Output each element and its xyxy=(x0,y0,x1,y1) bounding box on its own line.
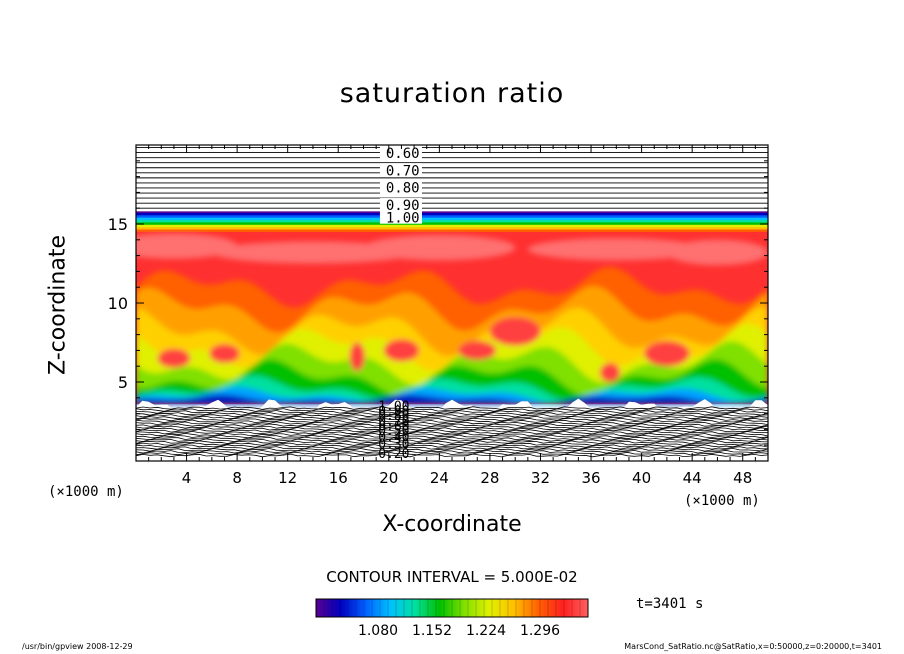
colorbar-frame xyxy=(315,598,589,618)
y-tick-label: 15 xyxy=(108,215,128,234)
x-tick-label: 16 xyxy=(329,469,348,487)
contour-label-bg xyxy=(379,145,422,159)
contour-line-lower xyxy=(136,451,768,456)
x-tick-label: 4 xyxy=(182,469,192,487)
contour-line-lower xyxy=(136,428,768,433)
contour-line-lower xyxy=(136,419,768,424)
footer-right-text: MarsCond_SatRatio.nc@SatRatio,x=0:50000,… xyxy=(624,642,882,651)
contour-line-lower xyxy=(136,421,768,426)
field-top-band xyxy=(136,222,768,226)
contour-label-upper: 0.60 xyxy=(386,146,420,162)
time-label: t=3401 s xyxy=(636,596,704,612)
contour-line-lower xyxy=(136,408,768,412)
contour-line-lower xyxy=(136,434,768,439)
contour-line-lower xyxy=(136,447,768,452)
contour-label-bg xyxy=(379,198,422,212)
colorbar-tick-label: 1.152 xyxy=(412,623,452,639)
chart-title: saturation ratio xyxy=(339,78,565,109)
field-blob xyxy=(209,344,240,364)
contour-interval-label: CONTOUR INTERVAL = 5.000E-02 xyxy=(326,568,578,586)
footer-left-text: /usr/bin/gpview 2008-12-29 xyxy=(22,642,133,651)
field-blob xyxy=(644,340,690,367)
colorbar-tick-label: 1.224 xyxy=(466,623,506,639)
colorbar-tick-label: 1.296 xyxy=(520,623,560,639)
x-tick-label: 40 xyxy=(632,469,651,487)
contour-line-lower xyxy=(136,415,768,420)
y-axis-label: Z-coordinate xyxy=(45,235,71,375)
contour-line-lower xyxy=(136,430,768,435)
field-top-band xyxy=(136,211,768,214)
x-tick-label: 20 xyxy=(379,469,398,487)
contour-line-lower xyxy=(136,411,768,416)
contour-label-lower: 0.30 xyxy=(378,438,409,453)
contour-line-lower xyxy=(136,444,768,448)
x-unit-label: (×1000 m) xyxy=(48,484,124,500)
contour-label-lower: 0.60 xyxy=(378,419,409,434)
contour-line-lower xyxy=(136,406,768,410)
contour-label-bg xyxy=(379,163,422,177)
contour-label-lower: 0.50 xyxy=(378,424,409,439)
field-blob xyxy=(489,317,541,346)
field-blob xyxy=(599,363,621,382)
contour-label-bg xyxy=(379,210,422,224)
x-tick-label: 12 xyxy=(278,469,297,487)
field-blob xyxy=(157,348,191,368)
contour-line-lower xyxy=(136,442,768,446)
x-axis-label: X-coordinate xyxy=(382,512,522,537)
contour-line-lower xyxy=(136,446,768,450)
contour-label-lower: 0.80 xyxy=(378,409,409,424)
contour-line-lower xyxy=(136,440,768,445)
field-top-band xyxy=(136,229,768,233)
contour-label-upper: 0.80 xyxy=(386,181,420,197)
field-patch xyxy=(211,241,415,264)
contour-line-lower xyxy=(136,453,768,458)
x-tick-label: 28 xyxy=(480,469,499,487)
contour-label-upper: 1.00 xyxy=(386,211,420,227)
y-tick-label: 5 xyxy=(118,373,128,392)
x-tick-label: 8 xyxy=(232,469,242,487)
contour-label-upper: 0.70 xyxy=(386,163,420,179)
field-blob xyxy=(458,340,497,360)
field-blob xyxy=(349,342,365,371)
x-tick-label: 44 xyxy=(683,469,702,487)
contour-label-bg xyxy=(379,180,422,194)
x-tick-label: 48 xyxy=(733,469,752,487)
field-patch xyxy=(666,239,768,266)
contour-line-lower xyxy=(136,417,768,422)
field-texture xyxy=(136,233,768,405)
contour-label-lower: 0.20 xyxy=(378,447,409,462)
contour-line-lower xyxy=(136,432,768,437)
field-top-band xyxy=(136,215,768,219)
field-top-band xyxy=(136,212,768,216)
field-top-band xyxy=(136,220,768,223)
x-tick-label: 24 xyxy=(430,469,449,487)
y-tick-label: 10 xyxy=(108,294,128,313)
contour-label-lower: 0.70 xyxy=(378,415,409,430)
field-top-band xyxy=(136,217,768,221)
colorbar-tick-label: 1.080 xyxy=(358,623,398,639)
field-patch xyxy=(136,233,238,259)
contour-line-lower xyxy=(136,410,768,414)
contour-line-lower xyxy=(136,423,768,427)
contour-label-lower: 0.90 xyxy=(378,404,409,419)
field-patch xyxy=(363,235,516,261)
field-blob xyxy=(383,339,420,362)
contour-line-lower xyxy=(136,427,768,431)
colorbar xyxy=(316,599,588,617)
x-unit-label-right: (×1000 m) xyxy=(684,493,760,509)
field-patch xyxy=(527,238,705,261)
field-top-band xyxy=(136,227,768,231)
field-top-band xyxy=(136,224,768,228)
contour-label-upper: 0.90 xyxy=(386,198,420,214)
contour-label-lower: 0.40 xyxy=(378,431,409,446)
x-tick-label: 36 xyxy=(581,469,600,487)
contour-label-lower: 1.00 xyxy=(378,400,409,415)
field-wave xyxy=(136,394,768,405)
x-tick-label: 32 xyxy=(531,469,550,487)
